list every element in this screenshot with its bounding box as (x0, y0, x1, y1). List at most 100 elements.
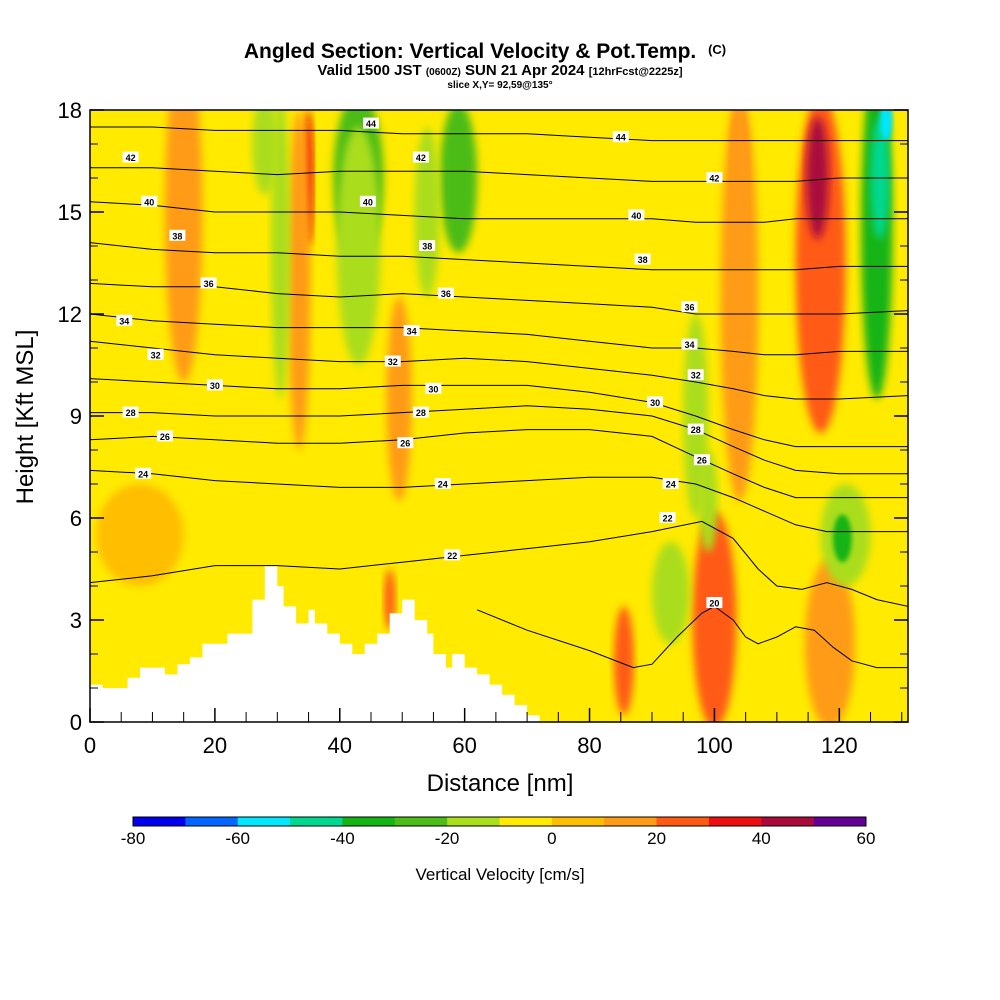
theta-label: 40 (359, 195, 376, 207)
velocity-cell (804, 558, 855, 722)
colorbar-tick-label: 60 (857, 829, 876, 848)
svg-text:32: 32 (151, 350, 161, 360)
y-tick-label: 0 (70, 710, 82, 735)
colorbar-swatch (604, 817, 658, 826)
velocity-cell (386, 297, 412, 501)
colorbar-tick-label: 0 (547, 829, 556, 848)
theta-label: 42 (412, 151, 429, 163)
colorbar-swatch (185, 817, 239, 826)
svg-text:42: 42 (709, 174, 719, 184)
colorbar: -80 -60 -40 -20 0 20 40 60 (121, 816, 876, 848)
velocity-cell (806, 116, 829, 240)
velocity-cell (613, 606, 634, 716)
svg-text:22: 22 (663, 514, 673, 524)
theta-contour-22 (90, 520, 908, 607)
theta-label: 26 (397, 437, 414, 449)
y-tick-label: 3 (70, 608, 82, 633)
velocity-cell (336, 127, 381, 365)
theta-contour-34 (90, 313, 908, 356)
colorbar-swatch (708, 817, 762, 826)
plot-area: 44 44 42 42 42 40 40 40 38 38 38 36 36 36 34 34 34 32 32 32… (89, 109, 909, 723)
velocity-cell (692, 511, 737, 722)
theta-label: 40 (628, 209, 645, 221)
colorbar-frame (132, 816, 867, 827)
colorbar-tick-label: -80 (121, 829, 146, 848)
velocity-cell (439, 110, 478, 253)
svg-text:42: 42 (416, 153, 426, 163)
theta-label: 32 (384, 355, 401, 367)
theta-label: 44 (363, 117, 379, 129)
colorbar-swatch (761, 817, 815, 826)
theta-label: 36 (681, 301, 698, 313)
theta-contour-32 (90, 340, 908, 400)
svg-text:30: 30 (650, 398, 660, 408)
theta-label: 26 (693, 454, 710, 466)
velocity-cell (698, 450, 718, 552)
theta-label: 32 (687, 369, 704, 381)
svg-text:34: 34 (407, 327, 417, 337)
svg-text:32: 32 (388, 357, 398, 367)
theta-label: 24 (662, 478, 679, 490)
colorbar-tick-label: -40 (330, 829, 355, 848)
theta-label: 28 (122, 406, 139, 418)
theta-label: 30 (425, 382, 442, 394)
svg-text:24: 24 (138, 469, 148, 479)
colorbar-swatch (447, 817, 500, 826)
theta-label: 34 (681, 338, 698, 350)
theta-contour-38 (90, 242, 908, 271)
theta-contour-20 (476, 605, 908, 669)
colorbar-swatch (133, 817, 186, 826)
theta-label: 30 (206, 379, 223, 391)
y-tick-label: 9 (70, 404, 82, 429)
svg-text:30: 30 (428, 384, 438, 394)
colorbar-tick-label: -60 (225, 829, 250, 848)
theta-label: 42 (122, 151, 139, 163)
svg-text:40: 40 (631, 211, 641, 221)
colorbar-swatch (237, 817, 291, 826)
svg-text:26: 26 (697, 456, 707, 466)
velocity-cell (414, 127, 440, 297)
svg-text:36: 36 (204, 279, 214, 289)
svg-text:20: 20 (709, 599, 719, 609)
colorbar-swatch (290, 817, 343, 826)
theta-label: 28 (687, 423, 704, 435)
svg-text:42: 42 (126, 153, 136, 163)
velocity-cell (252, 110, 278, 195)
terrain-mask (90, 565, 540, 722)
y-tick-label: 12 (58, 302, 82, 327)
svg-text:24: 24 (438, 480, 448, 490)
theta-label: 24 (434, 478, 451, 490)
svg-text:26: 26 (400, 439, 410, 449)
colorbar-tick-label: 20 (647, 829, 666, 848)
svg-text:28: 28 (416, 408, 426, 418)
theta-label: 20 (706, 597, 723, 609)
svg-text:28: 28 (691, 425, 701, 435)
theta-contour-42 (90, 167, 908, 182)
svg-text:38: 38 (422, 242, 432, 252)
theta-contour-30 (90, 378, 908, 448)
x-tick-label: 0 (84, 733, 96, 758)
y-axis-label: Height [Kft MSL] (12, 330, 39, 505)
colorbar-swatch (499, 817, 553, 826)
colorbar-swatch (551, 817, 605, 826)
velocity-cell (879, 110, 893, 141)
colorbar-label: Vertical Velocity [cm/s] (415, 865, 584, 884)
x-axis-label: Distance [nm] (427, 770, 574, 797)
colorbar-swatch (394, 817, 448, 826)
x-tick-label: 120 (821, 733, 858, 758)
colorbar-swatch (656, 817, 710, 826)
svg-text:28: 28 (126, 408, 136, 418)
colorbar-tick-label: 40 (752, 829, 771, 848)
chart-subtitle: Valid 1500 JST (0600Z) SUN 21 Apr 2024 [… (317, 62, 682, 79)
colorbar-swatch (342, 817, 396, 826)
chart-slice-text: slice X,Y= 92,59@135° (447, 80, 552, 91)
x-tick-label: 80 (577, 733, 601, 758)
theta-label: 30 (647, 396, 664, 408)
velocity-cell (720, 110, 759, 501)
theta-label: 38 (634, 253, 651, 265)
theta-label: 32 (147, 348, 164, 360)
colorbar-swatch (813, 817, 867, 826)
y-tick-label: 18 (58, 98, 82, 123)
theta-label: 34 (403, 325, 420, 337)
